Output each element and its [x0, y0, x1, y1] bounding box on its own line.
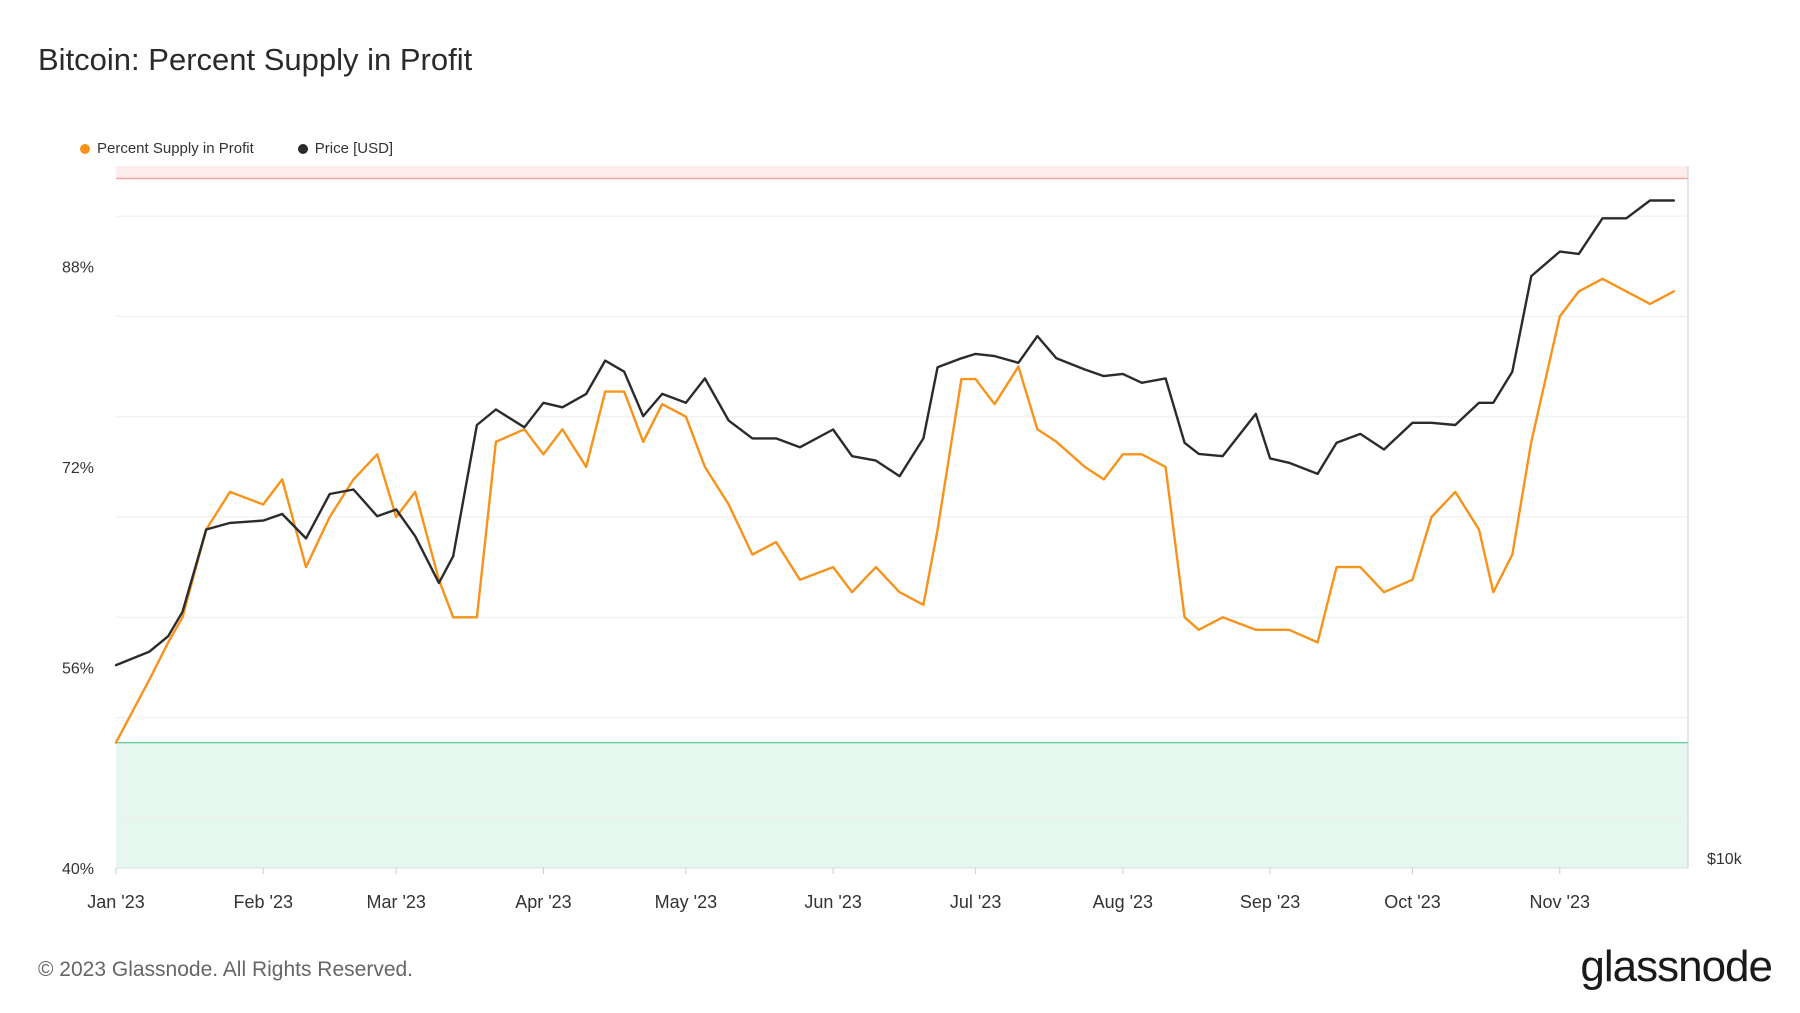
x-tick-label: Mar '23 — [366, 892, 425, 912]
x-tick-label: Feb '23 — [233, 892, 292, 912]
copyright-text: © 2023 Glassnode. All Rights Reserved. — [38, 958, 414, 981]
x-tick-label: Nov '23 — [1530, 892, 1590, 912]
series-line-percent-supply-in-profit — [114, 277, 1676, 744]
series-line-price-usd — [114, 199, 1676, 667]
glassnode-logo: glassnode — [1580, 942, 1773, 991]
legend-label-price: Price [USD] — [314, 140, 394, 157]
y-tick-label: 72% — [62, 460, 94, 477]
y-tick-label: 40% — [62, 861, 94, 878]
x-tick-label: Oct '23 — [1384, 892, 1440, 912]
x-tick-label: Jul '23 — [950, 892, 1001, 912]
x-tick-label: Jan '23 — [87, 892, 144, 912]
legend: Percent Supply in Profit Price [USD] — [80, 140, 393, 157]
x-tick-label: Aug '23 — [1093, 892, 1154, 912]
right-axis-label: $10k — [1707, 851, 1743, 868]
x-tick-label: Sep '23 — [1240, 892, 1301, 912]
x-tick-label: Jun '23 — [804, 892, 861, 912]
legend-item-price[interactable]: Price [USD] — [297, 140, 394, 157]
x-tick-label: May '23 — [655, 892, 717, 912]
legend-dot-profit-icon — [80, 143, 90, 154]
lower-band — [116, 742, 1688, 868]
y-tick-label: 56% — [62, 660, 94, 677]
x-tick-label: Apr '23 — [515, 892, 571, 912]
legend-item-profit[interactable]: Percent Supply in Profit — [80, 140, 254, 157]
legend-dot-price-icon — [297, 143, 308, 154]
upper-band — [116, 166, 1688, 179]
y-tick-label: 88% — [62, 259, 94, 276]
legend-label-profit: Percent Supply in Profit — [97, 140, 254, 157]
chart-title: Bitcoin: Percent Supply in Profit — [38, 42, 473, 77]
